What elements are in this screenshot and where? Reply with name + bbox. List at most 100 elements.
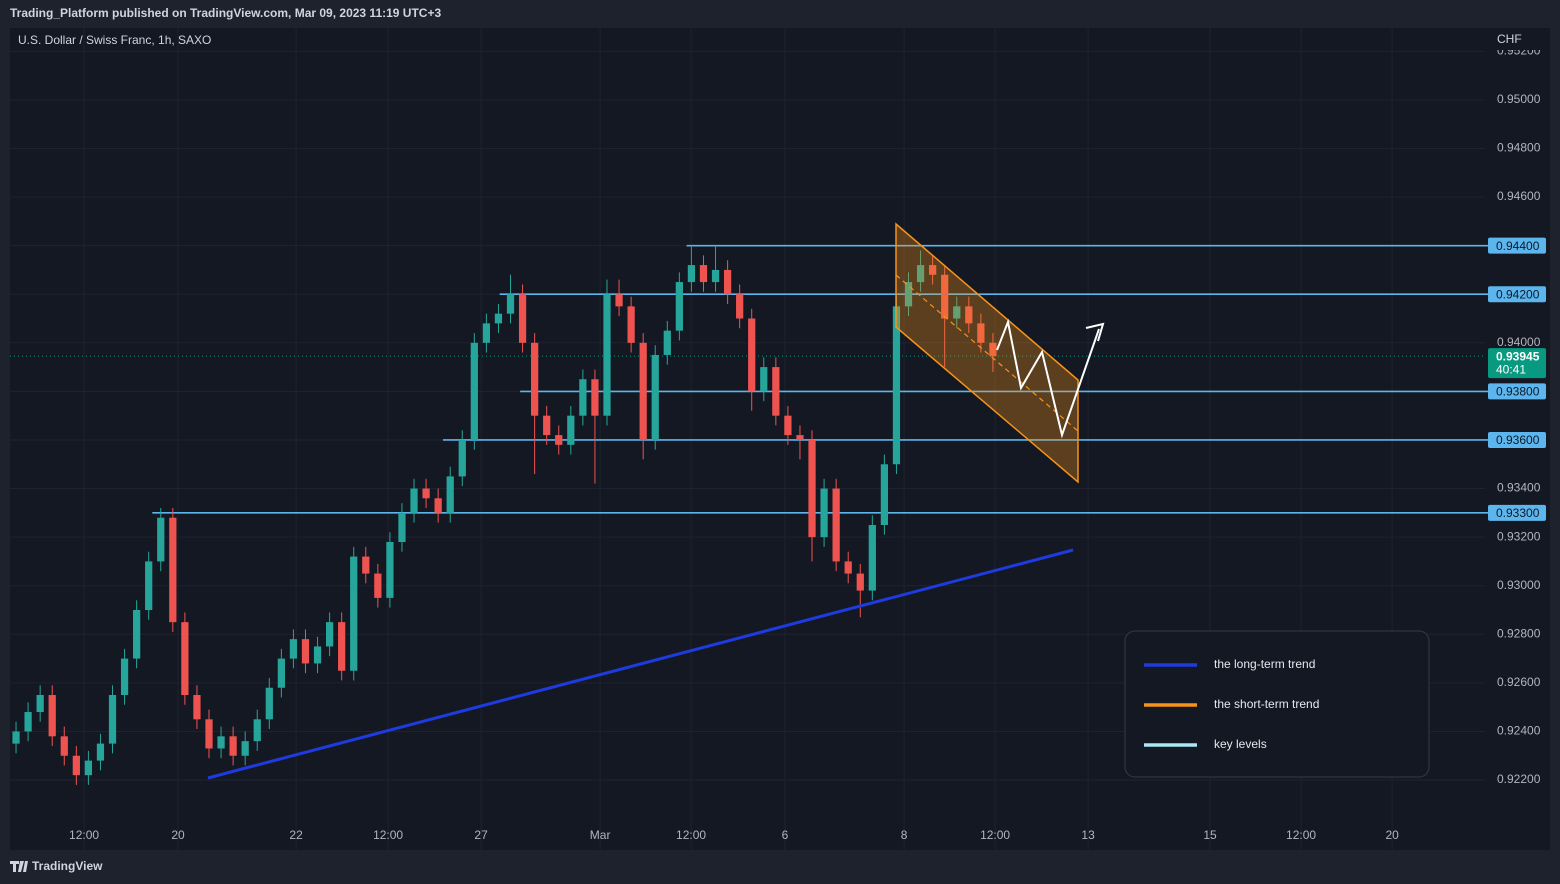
candle-body	[675, 282, 683, 331]
candle-body	[941, 274, 949, 319]
key-level-label: 0.93800	[1496, 385, 1540, 399]
key-level-badge	[1488, 237, 1546, 254]
candle-body	[350, 556, 358, 671]
candle-body	[108, 695, 117, 744]
last-price-label: 0.93945	[1496, 349, 1540, 363]
key-level-badge	[1488, 286, 1546, 303]
legend: the long-term trend the short-term trend k…	[1124, 630, 1430, 778]
published-note: Trading_Platform published on TradingVie…	[10, 6, 441, 20]
candle-body	[120, 658, 129, 696]
candle-body	[301, 639, 310, 664]
chart-title: U.S. Dollar / Swiss Franc, 1h, SAXO	[18, 33, 211, 47]
candle-body	[929, 265, 937, 275]
drawings	[207, 222, 1105, 780]
x-tick-label: 8	[901, 828, 908, 842]
candle-body	[313, 646, 322, 664]
candle-body	[555, 435, 563, 445]
candle-body	[687, 265, 696, 283]
y-tick-label: 0.93200	[1497, 529, 1541, 543]
candle-body	[711, 269, 720, 283]
candle-body	[591, 379, 599, 416]
candle-body	[458, 439, 466, 477]
candle-body	[133, 610, 141, 659]
candle-body	[241, 741, 249, 756]
candle-body	[205, 719, 213, 749]
candle-body	[868, 524, 876, 591]
projection-path	[996, 318, 1100, 439]
legend-label: the long-term trend	[1214, 657, 1315, 671]
y-tick-label: 0.92200	[1497, 772, 1541, 786]
candle-body	[615, 294, 623, 307]
candle-body	[796, 435, 804, 440]
candle-body	[145, 561, 153, 611]
x-tick-label: 22	[289, 828, 303, 842]
x-tick-label: 12:00	[373, 828, 403, 842]
candle-body	[567, 415, 575, 445]
candle-body	[446, 476, 454, 513]
candle-body	[699, 265, 708, 283]
candle-body	[820, 488, 828, 538]
brand-name: TradingView	[32, 859, 103, 873]
key-level-label: 0.93600	[1496, 433, 1540, 447]
candle-body	[989, 342, 997, 357]
candle-body	[506, 294, 515, 314]
candle-body	[422, 488, 430, 499]
x-tick-label: 12:00	[1286, 828, 1316, 842]
candle-body	[181, 622, 189, 696]
y-tick-label: 0.92800	[1497, 626, 1541, 640]
key-level-badge	[1488, 504, 1546, 521]
candle-body	[253, 719, 261, 742]
x-tick-label: 6	[782, 828, 789, 842]
countdown-label: 40:41	[1496, 362, 1526, 376]
y-tick-label: 0.92400	[1497, 724, 1541, 738]
x-tick-label: 12:00	[676, 828, 706, 842]
candle-body	[856, 573, 864, 591]
projection-arrowhead	[1085, 322, 1105, 342]
legend-label: the short-term trend	[1214, 697, 1319, 711]
brand: TradingView	[10, 859, 103, 873]
candle-body	[531, 342, 539, 416]
candles	[12, 245, 997, 785]
candle-body	[651, 354, 659, 440]
candle-body	[84, 760, 93, 776]
key-level-label: 0.93300	[1496, 506, 1540, 520]
y-tick-label: 0.93000	[1497, 578, 1541, 592]
x-tick-label: 15	[1203, 828, 1217, 842]
candle-body	[398, 512, 406, 542]
candle-body	[543, 415, 551, 436]
candle-body	[663, 330, 671, 355]
candle-body	[579, 379, 587, 416]
candle-body	[904, 282, 913, 307]
candle-body	[60, 736, 68, 756]
axis-label-bg	[1488, 30, 1550, 50]
candle-body	[832, 488, 840, 562]
candle-body	[639, 342, 647, 440]
candle-body	[772, 367, 780, 416]
candle-body	[627, 306, 635, 343]
key-level-label: 0.94400	[1496, 239, 1540, 253]
candle-body	[482, 323, 491, 343]
long-term-trend-line	[207, 548, 1074, 780]
legend-box	[1124, 630, 1430, 778]
legend-label: key levels	[1214, 737, 1267, 751]
candle-body	[289, 639, 298, 659]
candle-body	[784, 415, 792, 436]
candle-body	[362, 556, 370, 574]
brand-logo	[10, 861, 28, 872]
candle-body	[96, 743, 105, 761]
candle-body	[470, 342, 478, 440]
candle-body	[157, 517, 165, 562]
candle-body	[965, 306, 973, 324]
candle-body	[169, 517, 177, 623]
candle-body	[518, 294, 527, 343]
x-tick-label: 27	[474, 828, 488, 842]
x-tick-label: 12:00	[69, 828, 99, 842]
candle-body	[24, 712, 32, 732]
candle-body	[916, 265, 925, 283]
candle-body	[844, 561, 852, 574]
legend-items: the long-term trend the short-term trend k…	[1144, 657, 1319, 751]
y-tick-label: 0.93400	[1497, 481, 1541, 495]
y-axis-label: CHF	[1497, 32, 1522, 46]
candle-body	[386, 541, 394, 598]
key-levels	[10, 244, 1488, 514]
